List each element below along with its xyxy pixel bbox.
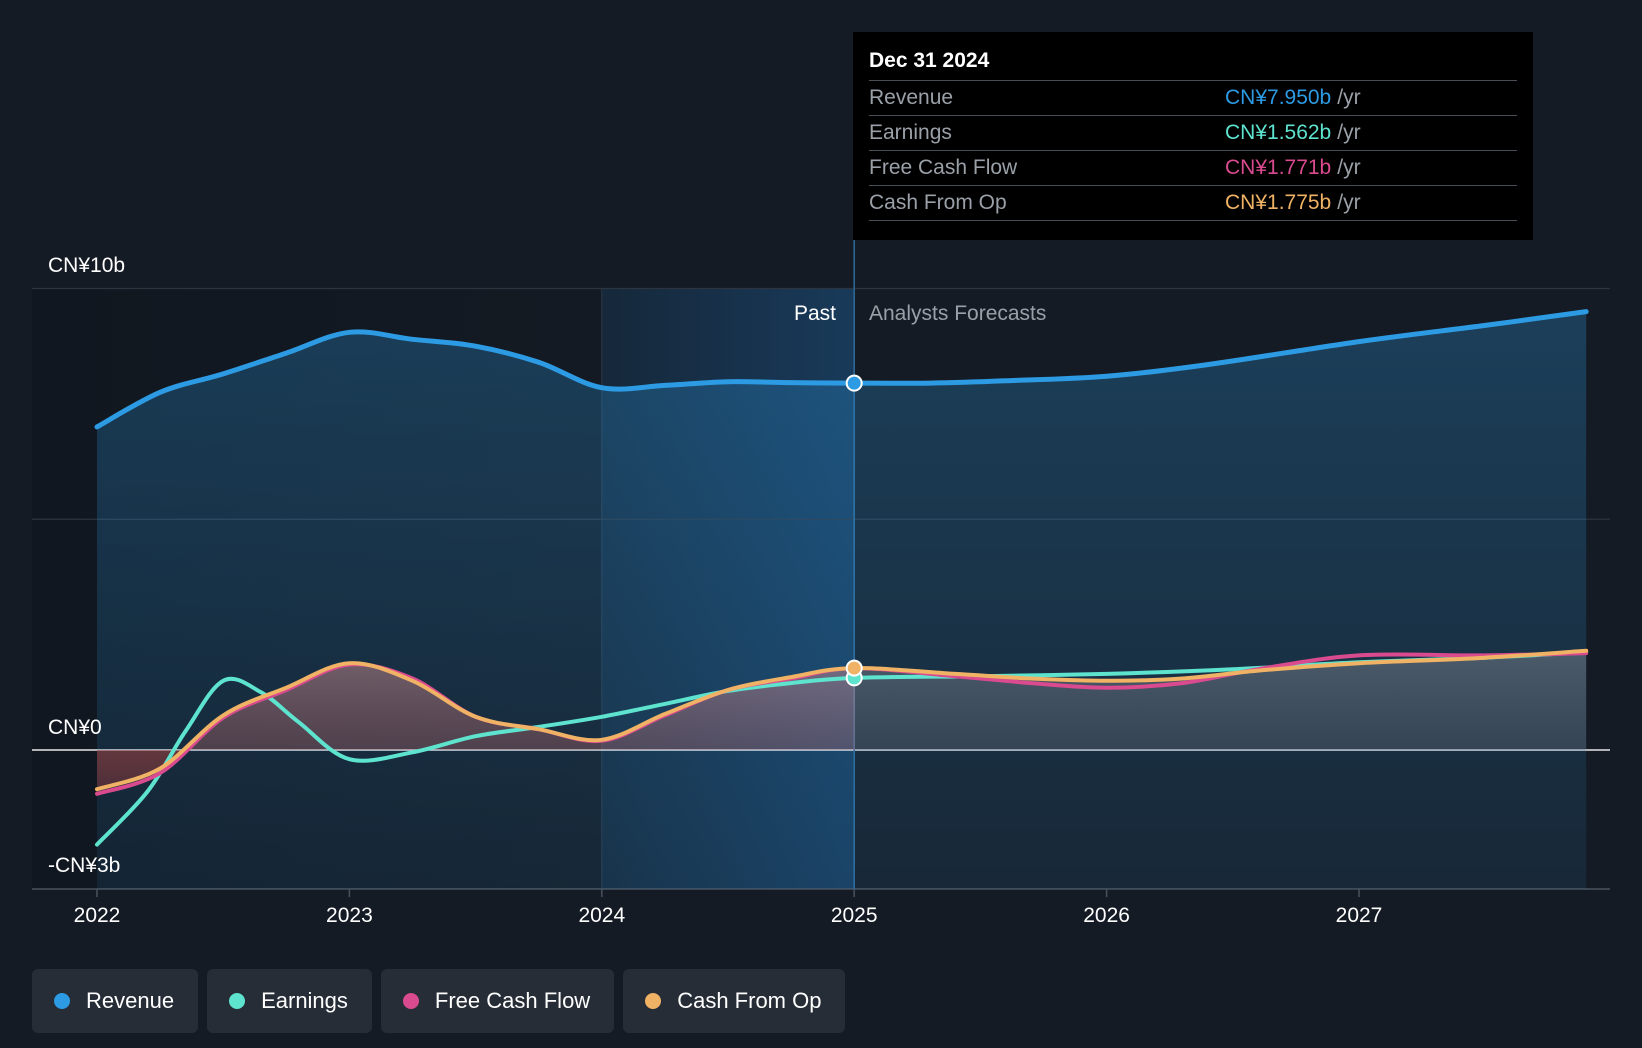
legend-item-revenue[interactable]: Revenue: [32, 969, 199, 1033]
tooltip-label: Free Cash Flow: [869, 156, 1018, 179]
tooltip-label: Cash From Op: [869, 191, 1007, 214]
tooltip-row-free-cash-flow: Free Cash Flow CN¥1.771b /yr: [869, 150, 1517, 185]
tooltip-value: CN¥1.562b: [1225, 121, 1332, 144]
series-lines: [94, 309, 1589, 847]
legend-label: Free Cash Flow: [434, 988, 591, 1013]
y-tick-label-bottom: -CN¥3b: [48, 854, 120, 877]
tooltip-row-revenue: Revenue CN¥7.950b /yr: [869, 80, 1517, 115]
cash-from-op-area-past: [97, 663, 855, 790]
tooltip-unit: /yr: [1337, 121, 1361, 144]
y-tick-label-zero: CN¥0: [48, 716, 102, 739]
x-tick-label: 2022: [74, 904, 121, 927]
tooltip-unit: /yr: [1337, 86, 1361, 109]
area-fills: [97, 311, 1587, 890]
legend-label: Revenue: [86, 988, 175, 1013]
x-axis: 2022 2023 2024 2025 2026 2027: [74, 889, 1383, 927]
legend-label: Cash From Op: [677, 988, 822, 1013]
cash-from-op-marker: [845, 659, 863, 677]
tooltip-date: Dec 31 2024: [869, 49, 990, 72]
y-tick-label-top: CN¥10b: [48, 254, 125, 277]
revenue-line: [94, 309, 1589, 430]
tooltip-unit: /yr: [1337, 156, 1361, 179]
x-tick-label: 2023: [326, 904, 373, 927]
tooltip-value: CN¥1.775b: [1225, 191, 1332, 214]
cash-from-op-line: [95, 648, 1589, 792]
legend-item-cash-from-op[interactable]: Cash From Op: [623, 969, 846, 1033]
revenue-area: [97, 311, 1587, 890]
tooltip-row-cash-from-op: Cash From Op CN¥1.775b /yr: [869, 185, 1517, 221]
legend-dot-icon: [645, 993, 662, 1009]
x-tick-label: 2026: [1083, 904, 1130, 927]
legend-dot-icon: [229, 993, 246, 1009]
legend-dot-icon: [402, 993, 419, 1009]
tooltip-value: CN¥1.771b: [1225, 156, 1332, 179]
tooltip: Dec 31 2024 Revenue CN¥7.950b /yr Earnin…: [853, 32, 1533, 240]
legend-item-free-cash-flow[interactable]: Free Cash Flow: [380, 969, 615, 1033]
tooltip-value: CN¥7.950b: [1225, 86, 1332, 109]
legend-dot-icon: [54, 993, 70, 1009]
legend: Revenue Earnings Free Cash Flow Cash Fro…: [32, 969, 846, 1033]
legend-item-earnings[interactable]: Earnings: [207, 969, 372, 1033]
x-tick-label: 2025: [831, 904, 878, 927]
tooltip-unit: /yr: [1337, 191, 1361, 214]
x-tick-label: 2027: [1336, 904, 1383, 927]
forecast-label: Analysts Forecasts: [869, 302, 1046, 325]
tooltip-row-earnings: Earnings CN¥1.562b /yr: [869, 115, 1517, 150]
revenue-marker: [845, 374, 863, 392]
tooltip-label: Revenue: [869, 86, 954, 109]
earnings-line: [95, 650, 1589, 847]
highlight-markers: [845, 374, 863, 687]
legend-label: Earnings: [261, 988, 348, 1013]
cash-from-op-area-forecast: [855, 650, 1587, 750]
x-tick-label: 2024: [578, 904, 625, 927]
tooltip-label: Earnings: [869, 121, 952, 144]
past-label: Past: [794, 302, 836, 325]
